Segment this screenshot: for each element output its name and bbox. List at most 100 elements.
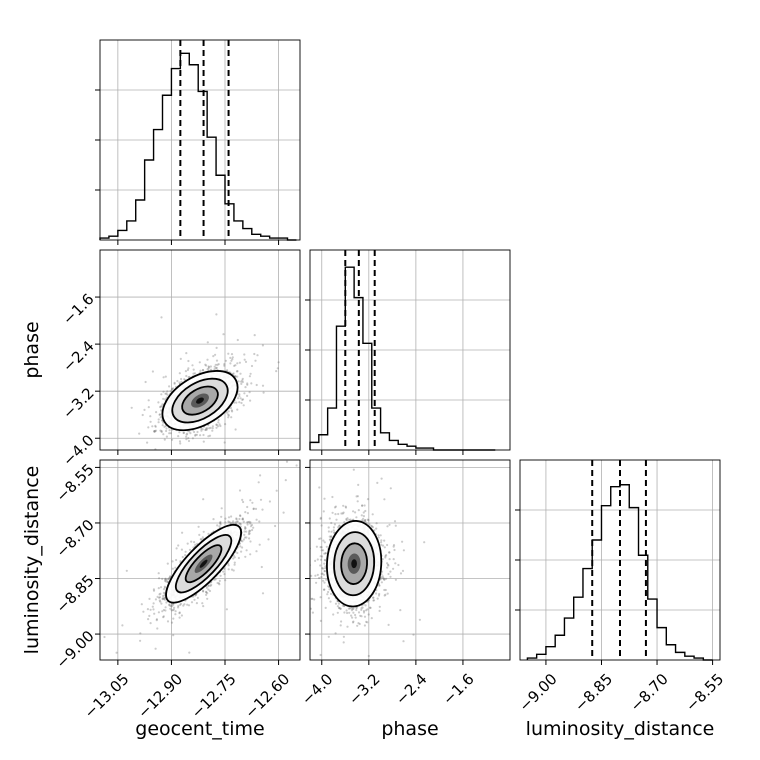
scatter-point bbox=[165, 429, 168, 433]
scatter-point bbox=[356, 624, 359, 627]
scatter-point bbox=[233, 563, 236, 566]
scatter-point bbox=[159, 416, 162, 419]
scatter-point bbox=[245, 536, 248, 539]
scatter-point bbox=[399, 609, 402, 612]
scatter-point bbox=[237, 556, 240, 560]
scatter-point bbox=[243, 353, 246, 356]
scatter-point bbox=[234, 521, 237, 524]
scatter-point bbox=[205, 593, 208, 597]
scatter-point bbox=[215, 359, 219, 362]
scatter-point bbox=[182, 604, 185, 607]
scatter-panel-geocent_time-luminosity_distance bbox=[99, 459, 301, 669]
scatter-point bbox=[239, 514, 242, 518]
scatter-point bbox=[163, 598, 167, 601]
scatter-point bbox=[224, 423, 227, 426]
scatter-point bbox=[234, 428, 237, 431]
scatter-point bbox=[244, 555, 247, 558]
scatter-point bbox=[177, 435, 180, 438]
scatter-point bbox=[219, 520, 222, 524]
scatter-point bbox=[223, 363, 226, 366]
scatter-point bbox=[179, 603, 182, 607]
scatter-point bbox=[249, 399, 252, 402]
scatter-point bbox=[205, 586, 208, 589]
scatter-point bbox=[147, 399, 150, 402]
scatter-point bbox=[237, 380, 240, 383]
scatter-point bbox=[242, 520, 245, 523]
scatter-point bbox=[164, 578, 167, 581]
scatter-point bbox=[227, 413, 230, 416]
scatter-point bbox=[261, 508, 264, 511]
scatter-point bbox=[149, 608, 152, 611]
scatter-point bbox=[180, 377, 183, 381]
scatter-point bbox=[241, 379, 244, 382]
scatter-point bbox=[236, 375, 239, 378]
scatter-point bbox=[250, 382, 253, 385]
scatter-point bbox=[215, 313, 218, 316]
scatter-point bbox=[206, 368, 209, 371]
scatter-point bbox=[190, 601, 194, 604]
scatter-point bbox=[205, 591, 208, 594]
scatter-point bbox=[258, 543, 261, 546]
scatter-point bbox=[225, 608, 228, 611]
scatter-point bbox=[261, 384, 265, 387]
scatter-point bbox=[154, 429, 157, 433]
scatter-point bbox=[236, 551, 239, 555]
scatter-point bbox=[249, 372, 252, 375]
scatter-point bbox=[201, 536, 204, 539]
scatter-point bbox=[188, 651, 191, 654]
scatter-point bbox=[217, 418, 220, 422]
scatter-point bbox=[171, 609, 174, 612]
scatter-point bbox=[276, 367, 279, 370]
scatter-point bbox=[163, 597, 166, 601]
scatter-point bbox=[162, 588, 166, 591]
scatter-point bbox=[156, 627, 159, 630]
scatter-point bbox=[193, 430, 196, 434]
scatter-point bbox=[154, 429, 158, 432]
scatter-point bbox=[186, 432, 189, 435]
scatter-point bbox=[202, 433, 205, 437]
scatter-point bbox=[178, 431, 181, 434]
scatter-point bbox=[209, 368, 213, 371]
scatter-point bbox=[162, 433, 165, 436]
scatter-point bbox=[352, 607, 355, 610]
scatter-content bbox=[103, 460, 298, 669]
scatter-point bbox=[188, 430, 191, 433]
scatter-point bbox=[389, 575, 392, 578]
scatter-point bbox=[215, 423, 218, 426]
scatter-point bbox=[183, 603, 186, 606]
scatter-point bbox=[340, 512, 343, 515]
scatter-point bbox=[371, 513, 374, 516]
scatter-point bbox=[213, 578, 216, 581]
scatter-point bbox=[209, 426, 212, 429]
scatter-point bbox=[227, 416, 230, 419]
scatter-point bbox=[172, 634, 175, 637]
scatter-point bbox=[194, 434, 197, 437]
scatter-point bbox=[176, 379, 179, 383]
scatter-content bbox=[130, 313, 280, 450]
scatter-point bbox=[218, 525, 221, 528]
scatter-point bbox=[207, 532, 210, 536]
scatter-point bbox=[319, 596, 322, 599]
scatter-point bbox=[206, 427, 209, 430]
scatter-point bbox=[254, 507, 258, 510]
scatter-point bbox=[106, 667, 108, 669]
scatter-point bbox=[216, 524, 219, 527]
scatter-point bbox=[185, 438, 188, 441]
scatter-point bbox=[160, 316, 163, 319]
scatter-point bbox=[204, 428, 207, 432]
scatter-point bbox=[164, 398, 167, 401]
scatter-point bbox=[393, 548, 396, 552]
scatter-point bbox=[207, 585, 210, 588]
scatter-point bbox=[322, 510, 325, 513]
scatter-point bbox=[202, 498, 205, 501]
scatter-point bbox=[401, 540, 404, 543]
scatter-point bbox=[194, 543, 197, 546]
scatter-point bbox=[230, 416, 233, 419]
scatter-point bbox=[223, 567, 226, 570]
scatter-point bbox=[319, 517, 322, 520]
scatter-point bbox=[146, 608, 149, 611]
scatter-point bbox=[211, 425, 214, 428]
scatter-point bbox=[163, 585, 166, 588]
scatter-point bbox=[160, 430, 163, 434]
scatter-point bbox=[165, 435, 168, 438]
